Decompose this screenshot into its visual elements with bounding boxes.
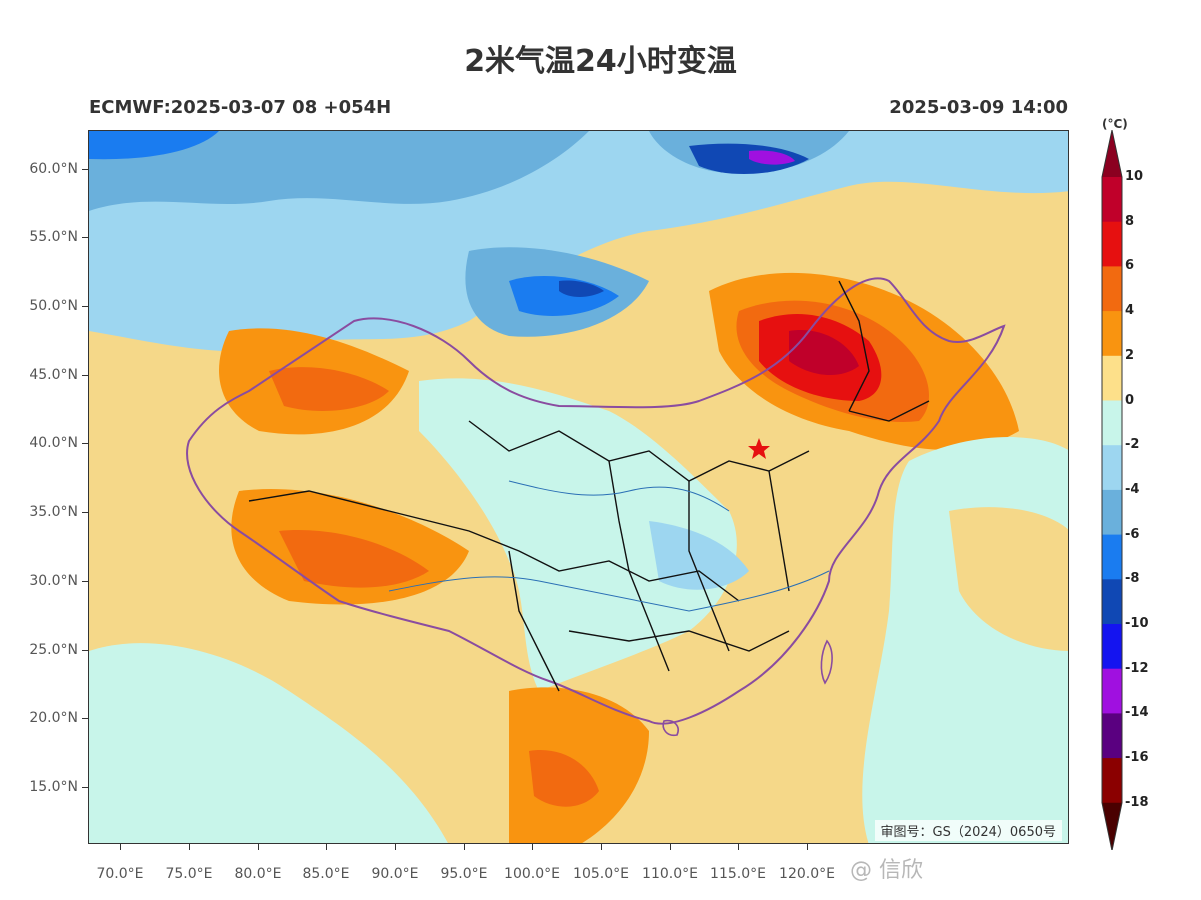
lat-label: 40.0°N — [29, 435, 78, 451]
colorbar-label: -16 — [1125, 750, 1149, 766]
colorbar-segment — [1102, 266, 1122, 312]
lon-label: 75.0°E — [165, 866, 213, 882]
chart-title: 2米气温24小时变温 — [464, 44, 737, 79]
colorbar-label: 4 — [1125, 303, 1135, 319]
colorbar-segment — [1102, 311, 1122, 357]
colorbar-label: -2 — [1125, 437, 1140, 453]
colorbar-segment — [1102, 579, 1122, 625]
colorbar-label: -4 — [1125, 481, 1140, 497]
lat-label: 15.0°N — [29, 779, 78, 795]
lat-label: 30.0°N — [29, 573, 78, 589]
star-marker — [748, 438, 770, 459]
colorbar-segment — [1102, 624, 1122, 670]
colorbar-segment — [1102, 221, 1122, 267]
colorbar-label: 8 — [1125, 213, 1135, 229]
lon-label: 85.0°E — [302, 866, 350, 882]
colorbar-label: -10 — [1125, 616, 1149, 631]
lat-label: 50.0°N — [29, 298, 78, 314]
lat-label: 25.0°N — [29, 642, 78, 658]
lon-label: 105.0°E — [573, 866, 629, 882]
map-canvas — [89, 131, 1068, 843]
lon-label: 100.0°E — [504, 866, 560, 882]
colorbar-segment — [1102, 400, 1122, 446]
colorbar-segment — [1102, 177, 1122, 223]
colorbar — [1101, 130, 1123, 850]
lat-label: 45.0°N — [29, 367, 78, 383]
model-run-label: ECMWF:2025-03-07 08 +054H — [89, 97, 392, 118]
lon-label: 70.0°E — [96, 866, 144, 882]
lon-label: 115.0°E — [710, 866, 766, 882]
lon-label: 110.0°E — [642, 866, 698, 882]
lon-label: 95.0°E — [440, 866, 488, 882]
colorbar-segment — [1102, 758, 1122, 804]
lat-label: 55.0°N — [29, 229, 78, 245]
lat-label: 60.0°N — [29, 161, 78, 177]
lat-label: 35.0°N — [29, 504, 78, 520]
colorbar-unit: (°C) — [1102, 117, 1128, 131]
colorbar-label: -12 — [1125, 660, 1149, 676]
colorbar-label: -18 — [1125, 794, 1149, 810]
lon-label: 90.0°E — [371, 866, 419, 882]
lat-label: 20.0°N — [29, 710, 78, 726]
colorbar-segment — [1102, 355, 1122, 401]
lon-label: 80.0°E — [234, 866, 282, 882]
colorbar-label: -8 — [1125, 571, 1140, 587]
colorbar-segment — [1102, 489, 1122, 536]
colorbar-segment — [1102, 713, 1122, 759]
colorbar-label: 0 — [1125, 392, 1135, 408]
colorbar-outline — [1101, 130, 1123, 850]
watermark: @ 信欣 — [850, 858, 923, 883]
colorbar-label: 2 — [1125, 347, 1135, 363]
colorbar-label: 10 — [1125, 169, 1144, 184]
lon-label: 120.0°E — [779, 866, 835, 882]
colorbar-segment — [1102, 668, 1122, 714]
colorbar-label: 6 — [1125, 258, 1135, 274]
colorbar-label: -6 — [1125, 526, 1140, 542]
colorbar-segment — [1102, 534, 1122, 580]
colorbar-segment — [1102, 445, 1122, 491]
approval-number: 审图号：GS（2024）0650号 — [874, 820, 1062, 841]
colorbar-label: -14 — [1125, 705, 1149, 721]
colorbar-extend-min — [1102, 802, 1122, 850]
temperature-change-map[interactable]: 审图号：GS（2024）0650号 — [88, 130, 1069, 844]
valid-time-label: 2025-03-09 14:00 — [889, 97, 1068, 118]
colorbar-extend-max — [1102, 130, 1122, 177]
